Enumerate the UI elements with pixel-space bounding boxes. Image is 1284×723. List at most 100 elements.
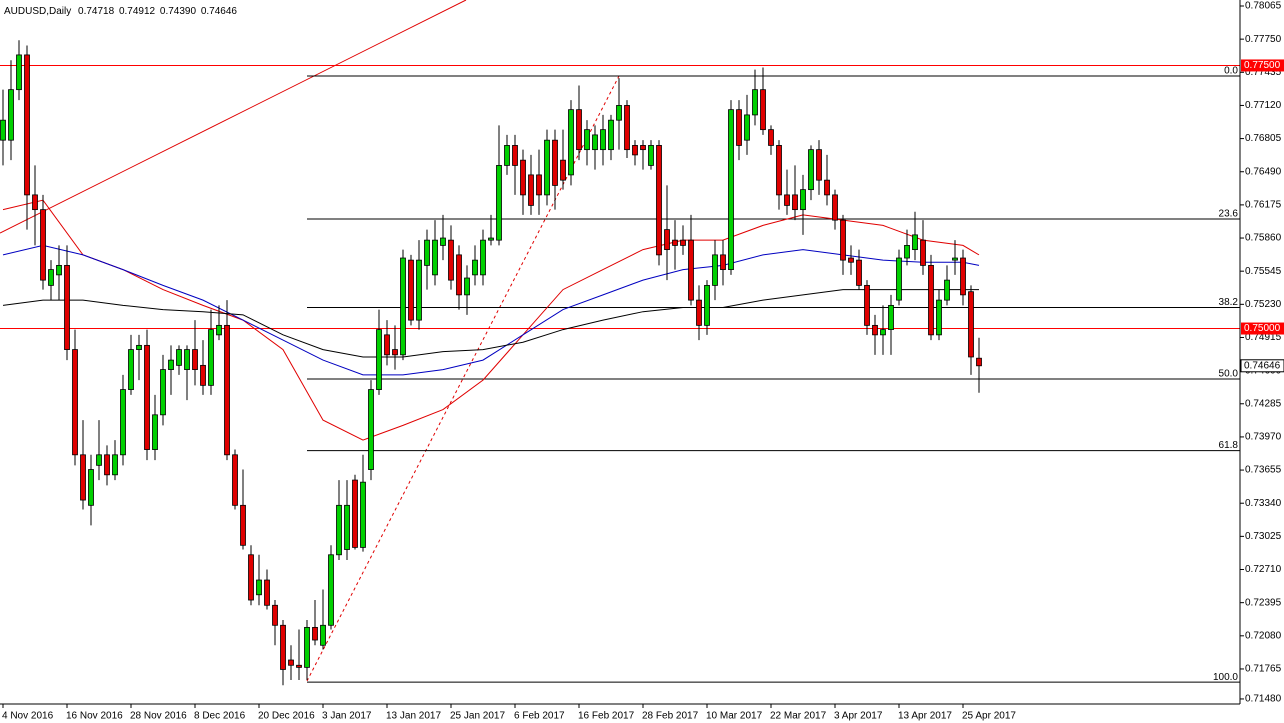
candle-body: [248, 554, 254, 601]
y-tick-label: 0.73970: [1245, 432, 1282, 443]
candle-body: [744, 114, 750, 141]
y-tick-label: 0.77750: [1245, 34, 1282, 45]
candle-body: [200, 364, 206, 386]
candle-body: [776, 145, 782, 196]
x-tick-label: 16 Nov 2016: [66, 711, 123, 722]
candle-body: [464, 277, 470, 296]
x-tick-label: 16 Feb 2017: [578, 711, 635, 722]
candle-body: [168, 359, 174, 370]
price-level-box: [1241, 59, 1284, 72]
candle-body: [824, 179, 830, 196]
candle-body: [0, 119, 6, 141]
candle-body: [480, 239, 486, 276]
y-tick-label: 0.71765: [1245, 664, 1282, 675]
y-tick-label: 0.72710: [1245, 564, 1282, 575]
candle-body: [960, 257, 966, 296]
candle-body: [312, 626, 318, 641]
candle-body: [768, 129, 774, 146]
candle-body: [600, 129, 606, 151]
y-tick-label: 0.73655: [1245, 465, 1282, 476]
candle-body: [808, 149, 814, 191]
candle-body: [320, 624, 326, 646]
candle-body: [264, 579, 270, 606]
candle-body: [616, 105, 622, 121]
candle-body: [560, 159, 566, 181]
candle-body: [568, 109, 574, 176]
candle-body: [232, 454, 238, 506]
y-tick-label: 0.74915: [1245, 332, 1282, 343]
candle-body: [496, 165, 502, 241]
candle-body: [136, 344, 142, 350]
candle-body: [792, 194, 798, 211]
y-tick-label: 0.71480: [1245, 694, 1282, 705]
candle-body: [400, 257, 406, 356]
x-tick-label: 3 Apr 2017: [834, 711, 883, 722]
candle-body: [160, 369, 166, 416]
y-tick-label: 0.77435: [1245, 67, 1282, 78]
candle-body: [632, 145, 638, 156]
x-tick-label: 28 Feb 2017: [642, 711, 699, 722]
candle-body: [96, 454, 102, 466]
plot: 0.0 23.6 38.2 50.0 61.8 100.0: [0, 40, 1240, 686]
y-tick-label: 0.76490: [1245, 166, 1282, 177]
candle-body: [64, 264, 70, 350]
candle-body: [704, 284, 710, 326]
candle-body: [472, 259, 478, 276]
x-tick-label: 28 Nov 2016: [130, 711, 187, 722]
y-tick-label: 0.72395: [1245, 597, 1282, 608]
fib-level-label: 50.0: [1219, 369, 1239, 380]
candle-body: [584, 129, 590, 151]
candle-body: [280, 624, 286, 670]
candle-body: [440, 237, 446, 246]
y-tick-label: 0.75860: [1245, 233, 1282, 244]
candle-body: [728, 109, 734, 271]
candle-body: [176, 349, 182, 366]
candle-body: [336, 504, 342, 556]
candle-body: [576, 109, 582, 151]
candle-body: [344, 504, 350, 550]
symbol: AUDUSD,Daily: [4, 6, 71, 17]
moving-average: [2, 289, 979, 358]
candle-body: [72, 349, 78, 456]
candle-body: [760, 89, 766, 131]
candle-body: [384, 334, 390, 356]
x-tick-label: 13 Apr 2017: [898, 711, 952, 722]
y-tick-label: 0.74285: [1245, 398, 1282, 409]
candle-body: [112, 454, 118, 476]
header: AUDUSD,Daily 0.74718 0.74912 0.74390 0.7…: [4, 6, 237, 17]
candle-body: [664, 229, 670, 251]
price-level-box: [1241, 322, 1284, 335]
fib-level-label: 23.6: [1219, 209, 1239, 220]
y-tick-label: 0.78065: [1245, 1, 1282, 12]
x-tick-label: 25 Apr 2017: [962, 711, 1016, 722]
price-level-label: 0.75000: [1244, 323, 1281, 334]
candle-body: [408, 259, 414, 321]
candle-body: [184, 349, 190, 370]
candle-body: [456, 254, 462, 296]
candle-body: [304, 626, 310, 668]
candle-body: [296, 664, 302, 668]
candle-body: [968, 291, 974, 358]
candle-body: [352, 479, 358, 548]
candle-body: [448, 239, 454, 281]
candle-body: [360, 481, 366, 548]
candle-body: [712, 254, 718, 286]
candle-body: [536, 174, 542, 196]
candle-body: [416, 259, 422, 321]
candle-body: [392, 349, 398, 356]
candle-body: [504, 145, 510, 166]
candle-body: [928, 264, 934, 336]
candle-body: [24, 54, 30, 196]
y-tick-label: 0.75230: [1245, 299, 1282, 310]
candle-body: [528, 174, 534, 206]
candle-body: [656, 145, 662, 256]
candle-body: [800, 189, 806, 211]
candle-body: [624, 105, 630, 151]
fib-level-label: 0.0: [1224, 66, 1238, 77]
candle-body: [888, 304, 894, 330]
candle-body: [640, 145, 646, 151]
y-tick-label: 0.76805: [1245, 133, 1282, 144]
candle-body: [880, 329, 886, 336]
